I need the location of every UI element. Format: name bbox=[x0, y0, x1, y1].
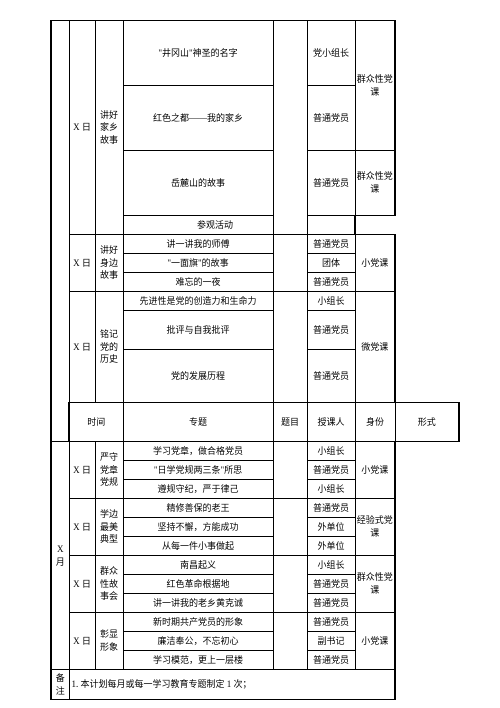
form-cell: 小党课 bbox=[355, 613, 395, 670]
day-cell: X 日 bbox=[69, 21, 95, 235]
day-cell: X 日 bbox=[69, 613, 95, 670]
role-cell: 普通党员 bbox=[307, 613, 355, 632]
day-cell: X 日 bbox=[69, 442, 95, 499]
title-cell: 从每一件小事做起 bbox=[123, 537, 273, 556]
title-cell: 精修善保的老王 bbox=[123, 499, 273, 518]
role-cell: 普通党员 bbox=[307, 273, 355, 292]
header-topic: 专题 bbox=[123, 403, 273, 442]
title-cell: 红色革命根据地 bbox=[123, 575, 273, 594]
header-form: 形式 bbox=[395, 403, 459, 442]
header-title: 题目 bbox=[273, 403, 307, 442]
lecturer-cell bbox=[273, 442, 307, 499]
header-role: 身份 bbox=[355, 403, 395, 442]
day-cell: X 日 bbox=[69, 235, 95, 292]
topic-cell: 讲好身边故事 bbox=[95, 235, 123, 292]
lecturer-cell bbox=[273, 556, 307, 613]
title-cell: "日学党规两三条"所思 bbox=[123, 461, 273, 480]
role-cell: 小组长 bbox=[307, 480, 355, 499]
title-cell: 遵规守纪，严于律己 bbox=[123, 480, 273, 499]
role-cell: 小组长 bbox=[307, 556, 355, 575]
lecturer-cell bbox=[273, 499, 307, 556]
topic-cell: 铭记党的历史 bbox=[95, 292, 123, 403]
title-cell: 难忘的一夜 bbox=[123, 273, 273, 292]
form-cell: 微党课 bbox=[355, 292, 395, 403]
title-cell: 学习模范，更上一层楼 bbox=[123, 651, 273, 670]
header-time: 时间 bbox=[69, 403, 123, 442]
role-cell: 团体 bbox=[307, 254, 355, 273]
role-cell: 普通党员 bbox=[307, 235, 355, 254]
title-cell: 学习党章，做合格党员 bbox=[123, 442, 273, 461]
lecturer-cell bbox=[273, 21, 307, 235]
month-cell: X 月 bbox=[51, 442, 69, 670]
title-cell: 批评与自我批评 bbox=[123, 311, 273, 350]
title-cell: 红色之都——我的家乡 bbox=[123, 86, 273, 151]
form-cell: 群众性党课 bbox=[355, 151, 395, 216]
topic-cell: 彰显形象 bbox=[95, 613, 123, 670]
role-cell: 副书记 bbox=[307, 632, 355, 651]
form-cell: 经验式党课 bbox=[355, 499, 395, 556]
footnote-text: 1. 本计划每月或每一学习教育专题制定 1 次； bbox=[69, 670, 395, 700]
topic-cell: 严守党章党规 bbox=[95, 442, 123, 499]
title-cell: 坚持不懈，方能成功 bbox=[123, 518, 273, 537]
role-cell: 普通党员 bbox=[307, 575, 355, 594]
topic-cell: 群众性故事会 bbox=[95, 556, 123, 613]
title-cell: 先进性是党的创造力和生命力 bbox=[123, 292, 273, 311]
day-cell: X 日 bbox=[69, 499, 95, 556]
form-cell: 群众性党课 bbox=[355, 556, 395, 613]
role-cell: 普通党员 bbox=[307, 311, 355, 350]
form-cell bbox=[307, 216, 355, 235]
role-cell: 小组长 bbox=[307, 292, 355, 311]
lecturer-cell bbox=[273, 613, 307, 670]
title-cell: 岳麓山的故事 bbox=[123, 151, 273, 216]
title-cell: 廉洁奉公，不忘初心 bbox=[123, 632, 273, 651]
role-cell: 外单位 bbox=[307, 518, 355, 537]
role-cell: 普通党员 bbox=[307, 151, 355, 216]
role-cell: 普通党员 bbox=[307, 461, 355, 480]
day-cell: X 日 bbox=[69, 292, 95, 403]
role-cell: 外单位 bbox=[307, 537, 355, 556]
role-cell: 普通党员 bbox=[307, 499, 355, 518]
role-cell: 普通党员 bbox=[307, 86, 355, 151]
footnote-label: 备注 bbox=[51, 670, 69, 700]
title-cell: 南昌起义 bbox=[123, 556, 273, 575]
form-cell: 小党课 bbox=[355, 235, 395, 292]
topic-cell: 讲好家乡故事 bbox=[95, 21, 123, 235]
title-cell: "一面旗"的故事 bbox=[123, 254, 273, 273]
role-cell: 普通党员 bbox=[307, 350, 355, 403]
title-cell: 党的发展历程 bbox=[123, 350, 273, 403]
form-cell: 群众性党课 bbox=[355, 21, 395, 151]
form-cell: 小党课 bbox=[355, 442, 395, 499]
role-cell: 党小组长 bbox=[307, 21, 355, 86]
day-cell: X 日 bbox=[69, 556, 95, 613]
role-cell: 普通党员 bbox=[307, 594, 355, 613]
lecturer-cell bbox=[273, 292, 307, 403]
header-lecturer: 授课人 bbox=[307, 403, 355, 442]
title-cell: "井冈山"神圣的名字 bbox=[123, 21, 273, 86]
topic-cell: 学边最美典型 bbox=[95, 499, 123, 556]
role-cell: 普通党员 bbox=[307, 651, 355, 670]
title-cell: 参观活动 bbox=[123, 216, 307, 235]
title-cell: 讲一讲我的老乡黄克诚 bbox=[123, 594, 273, 613]
role-cell: 小组长 bbox=[307, 442, 355, 461]
title-cell: 新时期共产党员的形象 bbox=[123, 613, 273, 632]
title-cell: 讲一讲我的师傅 bbox=[123, 235, 273, 254]
lecturer-cell bbox=[273, 235, 307, 292]
